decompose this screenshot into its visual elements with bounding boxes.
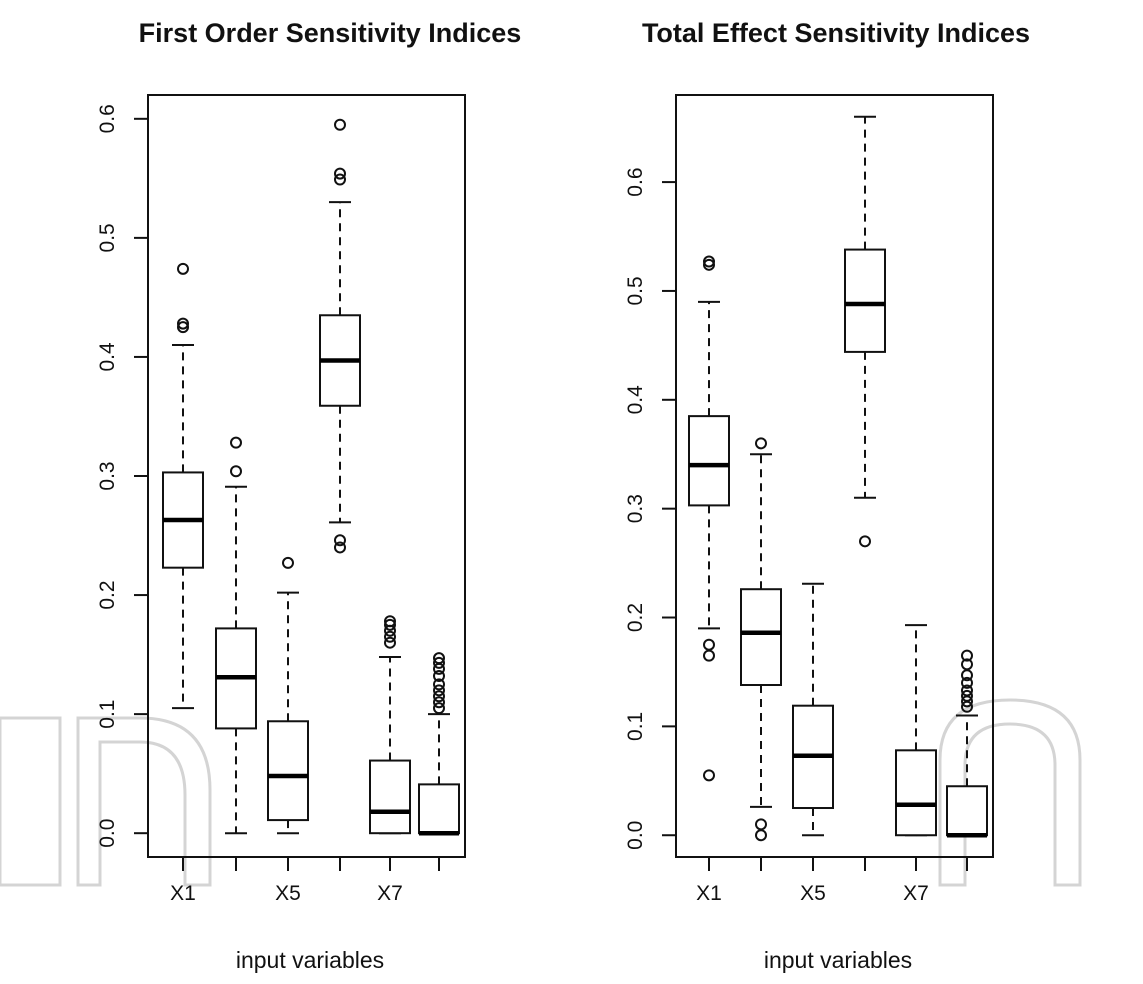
- iqr-box: [895, 749, 937, 837]
- box-4: [319, 118, 361, 554]
- outlier-point: [334, 167, 346, 180]
- y-tick-label: 0.6: [96, 104, 119, 133]
- watermark-bar: [0, 716, 62, 887]
- x-tick-label: X1: [696, 882, 722, 905]
- box-1: [688, 255, 730, 782]
- outlier-point: [755, 437, 767, 450]
- panel-first-order: First Order Sensitivity Indices 0.00.10.…: [96, 18, 521, 973]
- outlier-point: [334, 534, 346, 547]
- box-6: [946, 649, 988, 838]
- outlier-point: [334, 173, 346, 186]
- iqr-box: [844, 248, 886, 353]
- outlier-point: [384, 618, 396, 631]
- y-tick-label: 0.1: [96, 700, 119, 729]
- x-axis-label-total-effect: input variables: [764, 947, 912, 973]
- outlier-point: [282, 556, 294, 569]
- watermark-arch-right: [938, 698, 1082, 887]
- outlier-point: [433, 702, 445, 715]
- outlier-point: [961, 684, 973, 697]
- outlier-point: [230, 465, 242, 478]
- box-3: [267, 556, 309, 835]
- outlier-point: [384, 636, 396, 649]
- iqr-box: [740, 588, 782, 687]
- box-6: [418, 652, 460, 836]
- y-tick-label: 0.3: [96, 461, 119, 490]
- outlier-point: [433, 690, 445, 703]
- outlier-point: [177, 321, 189, 334]
- x-tick-label: X7: [377, 882, 403, 905]
- iqr-box: [418, 783, 460, 835]
- box-1: [162, 262, 204, 710]
- iqr-box: [946, 785, 988, 837]
- plot-frame-total-effect: [675, 94, 994, 858]
- outlier-point: [384, 630, 396, 643]
- y-tick-label: 0.5: [624, 276, 647, 305]
- outlier-point: [334, 118, 346, 131]
- y-tick-label: 0.1: [624, 712, 647, 741]
- outlier-point: [384, 615, 396, 628]
- outlier-point: [433, 684, 445, 697]
- outlier-point: [230, 436, 242, 449]
- outlier-point: [703, 255, 715, 268]
- y-tick-label: 0.0: [624, 821, 647, 850]
- boxes-total-effect: [688, 115, 988, 842]
- x-tick-label: X1: [170, 882, 196, 905]
- y-axis-total-effect: 0.0 0.1 0.2 0.3 0.4 0.5 0.6: [624, 167, 676, 850]
- box-4: [844, 115, 886, 548]
- y-tick-label: 0.5: [96, 223, 119, 252]
- outlier-point: [433, 678, 445, 691]
- outlier-point: [334, 541, 346, 554]
- outlier-point: [703, 769, 715, 782]
- outlier-point: [703, 638, 715, 651]
- outlier-point: [961, 658, 973, 671]
- box-3: [792, 582, 834, 837]
- iqr-box: [688, 415, 730, 507]
- chart-title-total-effect: Total Effect Sensitivity Indices: [642, 18, 1030, 48]
- y-tick-label: 0.6: [624, 167, 647, 196]
- outlier-point: [433, 696, 445, 709]
- y-tick-label: 0.0: [96, 819, 119, 848]
- panel-total-effect: Total Effect Sensitivity Indices 0.00.10…: [624, 18, 1030, 973]
- box-5: [895, 624, 937, 837]
- x-axis-total-effect: X1 X5 X7: [696, 857, 968, 905]
- x-tick-label: X5: [275, 882, 301, 905]
- outlier-point: [433, 670, 445, 683]
- iqr-box: [267, 720, 309, 822]
- watermark-arch-left: [76, 716, 212, 887]
- outlier-point: [433, 656, 445, 669]
- outlier-point: [703, 649, 715, 662]
- y-tick-label: 0.4: [624, 385, 647, 415]
- x-tick-label: X7: [903, 882, 929, 905]
- y-tick-label: 0.2: [624, 603, 647, 632]
- outlier-point: [433, 652, 445, 665]
- outlier-point: [177, 262, 189, 275]
- x-tick-label: X5: [800, 882, 826, 905]
- outlier-point: [755, 818, 767, 831]
- outlier-point: [961, 689, 973, 702]
- boxes-first-order: [162, 118, 460, 836]
- outlier-point: [961, 676, 973, 689]
- y-tick-label: 0.4: [96, 342, 119, 372]
- outlier-point: [177, 317, 189, 330]
- watermark-logo: [0, 698, 1082, 887]
- iqr-box: [369, 759, 411, 835]
- box-5: [369, 615, 411, 835]
- outlier-point: [961, 649, 973, 662]
- x-axis-label-first-order: input variables: [236, 947, 384, 973]
- box-2: [215, 436, 257, 835]
- box-2: [740, 437, 782, 842]
- outlier-point: [755, 829, 767, 842]
- y-tick-label: 0.3: [624, 494, 647, 523]
- x-axis-first-order: X1 X5 X7: [170, 857, 440, 905]
- chart-title-first-order: First Order Sensitivity Indices: [139, 18, 522, 48]
- y-tick-label: 0.2: [96, 580, 119, 609]
- outlier-point: [859, 535, 871, 548]
- y-axis-first-order: 0.0 0.1 0.2 0.3 0.4 0.5 0.6: [96, 104, 148, 848]
